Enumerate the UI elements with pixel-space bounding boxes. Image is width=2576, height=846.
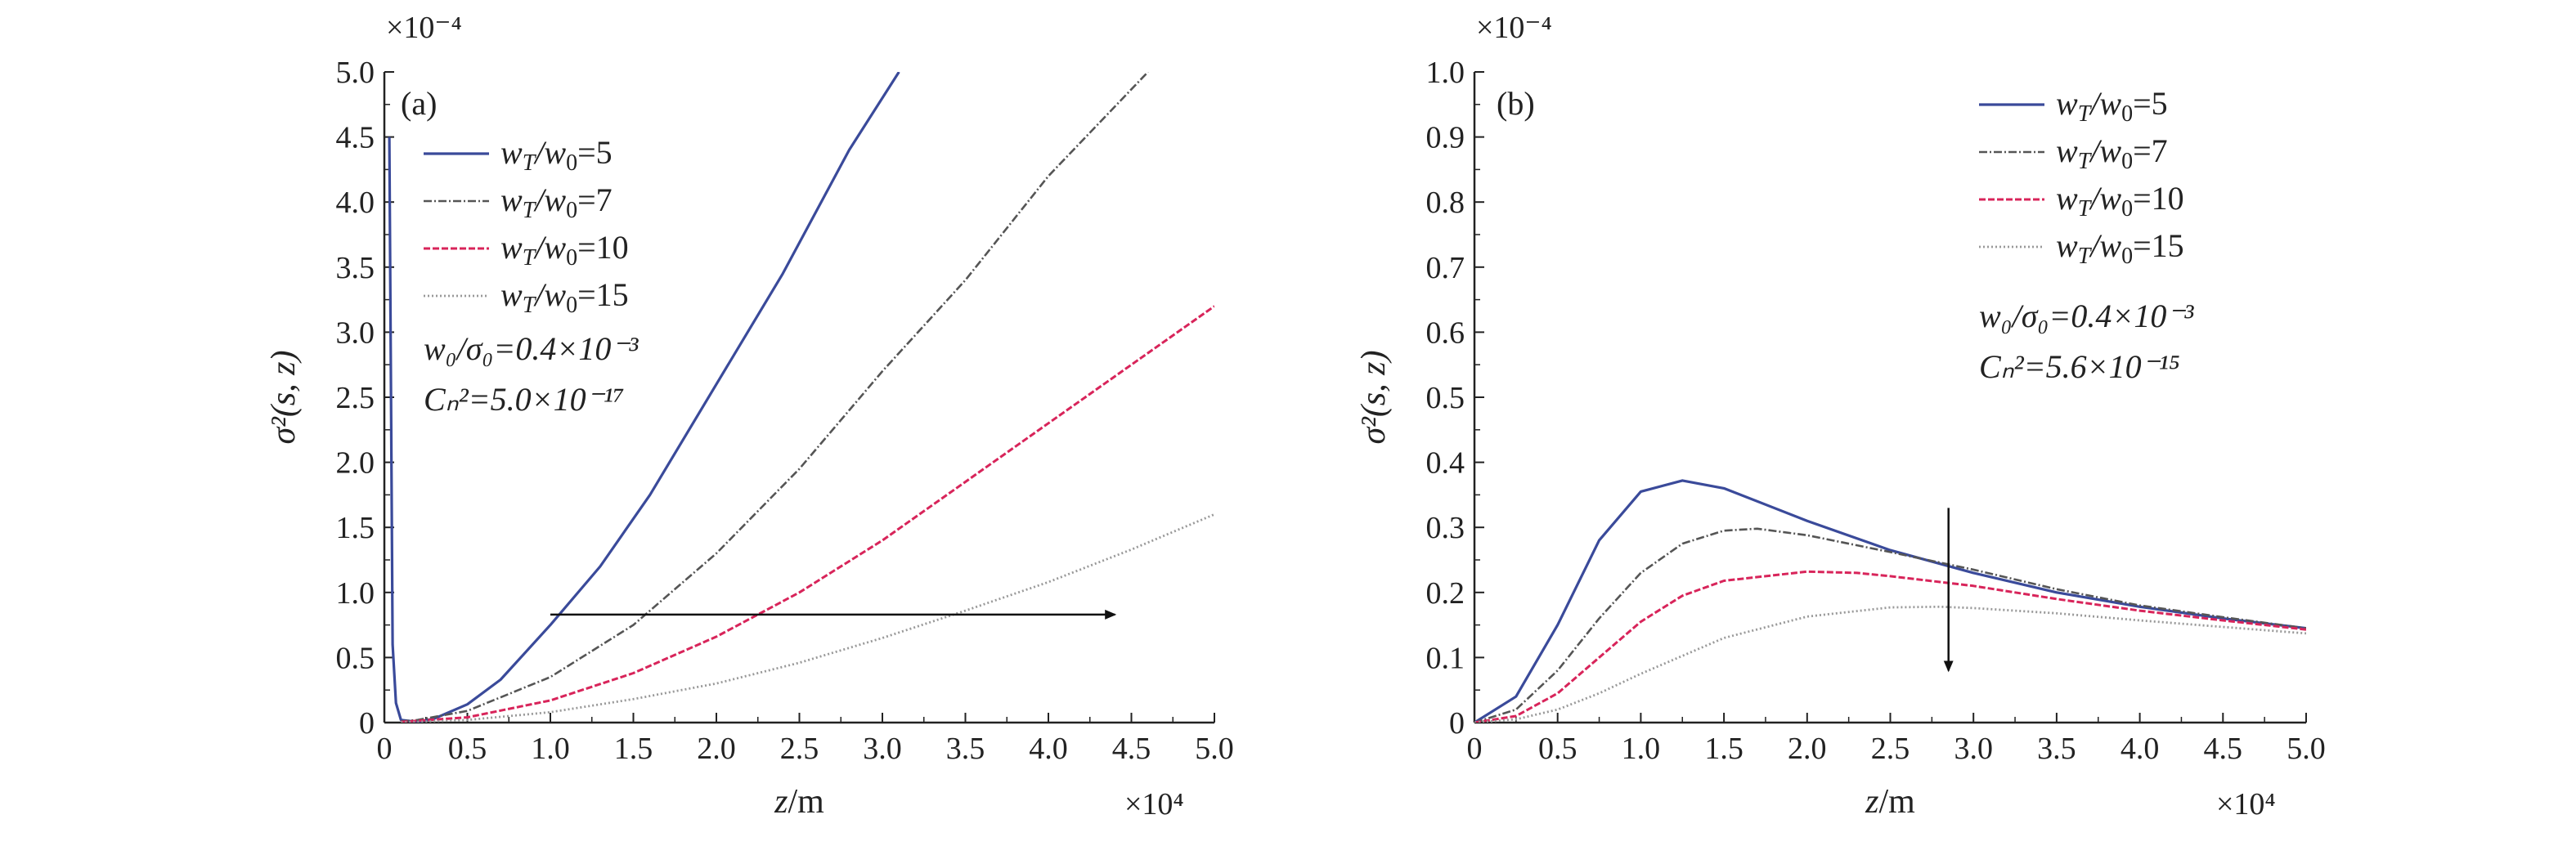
x-axis-label: z/m [774, 783, 824, 821]
y-tick-label: 0.7 [1426, 251, 1465, 285]
x-tick-label: 4.0 [1029, 732, 1068, 766]
x-tick-label: 5.0 [2287, 732, 2326, 766]
x-tick-label: 1.5 [1704, 732, 1744, 766]
y-tick-label: 0 [359, 706, 375, 741]
y-tick-label: 5.0 [336, 56, 375, 90]
y-tick-label: 0 [1449, 706, 1465, 741]
y-tick-label: 0.1 [1426, 641, 1465, 675]
series-line-4 [1474, 605, 2306, 723]
x-tick-label: 0 [377, 732, 393, 766]
x-tick-label: 4.5 [2204, 732, 2243, 766]
series-line-1 [388, 72, 900, 723]
y-tick-label: 2.5 [336, 381, 375, 415]
parameter-annotation: Cₙ²=5.0×10⁻¹⁷ [424, 381, 625, 418]
y-tick-label: 0.2 [1426, 576, 1465, 611]
y-axis-label: σ²(s, z) [265, 351, 303, 445]
x-tick-label: 3.0 [1954, 732, 1993, 766]
x-tick-label: 3.5 [2037, 732, 2076, 766]
parameter-annotation: w₀/σ₀=0.4×10⁻³ [1979, 298, 2194, 334]
panel-label: (a) [401, 85, 437, 122]
legend-entry: wT/w0=10 [500, 229, 629, 271]
x-tick-label: 1.0 [1622, 732, 1661, 766]
y-tick-label: 3.5 [336, 251, 375, 285]
series-line-2 [1474, 527, 2306, 723]
x-multiplier: ×10⁴ [1124, 787, 1184, 821]
x-tick-label: 4.0 [2120, 732, 2160, 766]
legend-entry: wT/w0=10 [2056, 180, 2184, 222]
panel-b-chart: 0 0.5 1.0 1.5 2.0 2.5 3.0 3.5 4.0 4.5 5.0 0 0.1 0.2 0.… [1355, 11, 2326, 821]
x-tick-label: 2.5 [1871, 732, 1910, 766]
x-tick-label: 1.0 [531, 732, 570, 766]
legend-entry: wT/w0=7 [500, 181, 613, 223]
panel-label: (b) [1497, 85, 1535, 122]
series-line-1 [1474, 479, 2306, 723]
series-line-2 [401, 72, 1149, 723]
x-tick-label: 1.5 [614, 732, 653, 766]
y-tick-label: 2.0 [336, 446, 375, 481]
x-tick-label: 2.0 [1788, 732, 1827, 766]
x-multiplier: ×10⁴ [2216, 787, 2276, 821]
x-axis-label: z/m [1865, 783, 1915, 821]
y-tick-label: 0.3 [1426, 511, 1465, 545]
y-tick-label: 0.8 [1426, 186, 1465, 220]
y-multiplier: ×10⁻⁴ [1476, 11, 1552, 45]
y-tick-label: 0.5 [1426, 381, 1465, 415]
x-tick-label: 0.5 [1538, 732, 1577, 766]
y-tick-label: 0.9 [1426, 121, 1465, 155]
parameter-annotation: Cₙ²=5.6×10⁻¹⁵ [1979, 348, 2180, 385]
x-tick-label: 0.5 [448, 732, 487, 766]
legend-entry: wT/w0=15 [2056, 227, 2184, 269]
y-tick-label: 0.6 [1426, 316, 1465, 350]
parameter-annotation: w₀/σ₀=0.4×10⁻³ [424, 330, 639, 367]
x-tick-label: 2.5 [780, 732, 819, 766]
x-tick-label: 5.0 [1195, 732, 1234, 766]
legend-entry: wT/w0=5 [2056, 85, 2168, 127]
x-tick-label: 3.5 [946, 732, 985, 766]
series-line-3 [1474, 570, 2306, 723]
y-tick-label: 4.0 [336, 186, 375, 220]
x-tick-label: 3.0 [863, 732, 902, 766]
series-line-3 [401, 305, 1214, 723]
x-tick-label: 2.0 [697, 732, 736, 766]
y-tick-label: 3.0 [336, 316, 375, 350]
y-tick-label: 0.5 [336, 641, 375, 675]
y-tick-label: 4.5 [336, 121, 375, 155]
legend-entry: wT/w0=7 [2056, 132, 2168, 174]
y-tick-label: 1.0 [336, 576, 375, 611]
x-tick-label: 0 [1467, 732, 1483, 766]
y-tick-label: 1.0 [1426, 56, 1465, 90]
y-tick-label: 0.4 [1426, 446, 1465, 481]
legend-entry: wT/w0=15 [500, 276, 629, 318]
legend-entry: wT/w0=5 [500, 134, 613, 176]
y-multiplier: ×10⁻⁴ [386, 11, 462, 45]
y-tick-label: 1.5 [336, 511, 375, 545]
series-line-4 [401, 513, 1214, 723]
x-tick-label: 4.5 [1112, 732, 1151, 766]
y-axis-label: σ²(s, z) [1355, 351, 1393, 445]
panel-a-chart: 0 0.5 1.0 1.5 2.0 2.5 3.0 3.5 4.0 4.5 5.0 0 0.5 1.0 1.… [265, 11, 1234, 821]
